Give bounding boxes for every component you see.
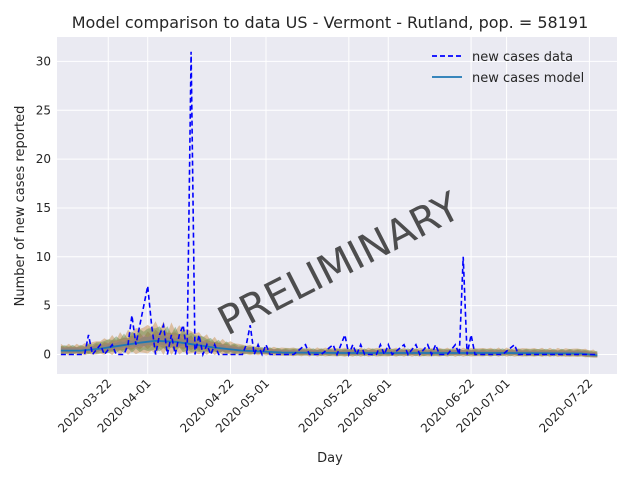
legend-label: new cases model <box>472 71 584 86</box>
model-band-3 <box>60 329 598 358</box>
y-axis-label: Number of new cases reported <box>13 106 28 307</box>
chart-title: Model comparison to data US - Vermont - … <box>72 13 589 32</box>
legend-label: new cases data <box>472 50 573 65</box>
y-tick-label: 0 <box>43 347 51 361</box>
y-tick-label: 10 <box>36 250 51 264</box>
plot-area <box>57 37 617 374</box>
legend: new cases data new cases model <box>432 50 584 86</box>
y-tick-label: 25 <box>36 103 51 117</box>
y-tick-label: 5 <box>43 299 51 313</box>
y-tick-label: 20 <box>36 152 51 166</box>
grid <box>57 37 617 374</box>
series-line-data <box>60 51 598 358</box>
x-tick-label: 2020-07-22 <box>536 376 595 435</box>
y-tick-label: 15 <box>36 201 51 215</box>
y-tick-label: 30 <box>36 54 51 68</box>
x-axis-label: Day <box>317 451 343 466</box>
